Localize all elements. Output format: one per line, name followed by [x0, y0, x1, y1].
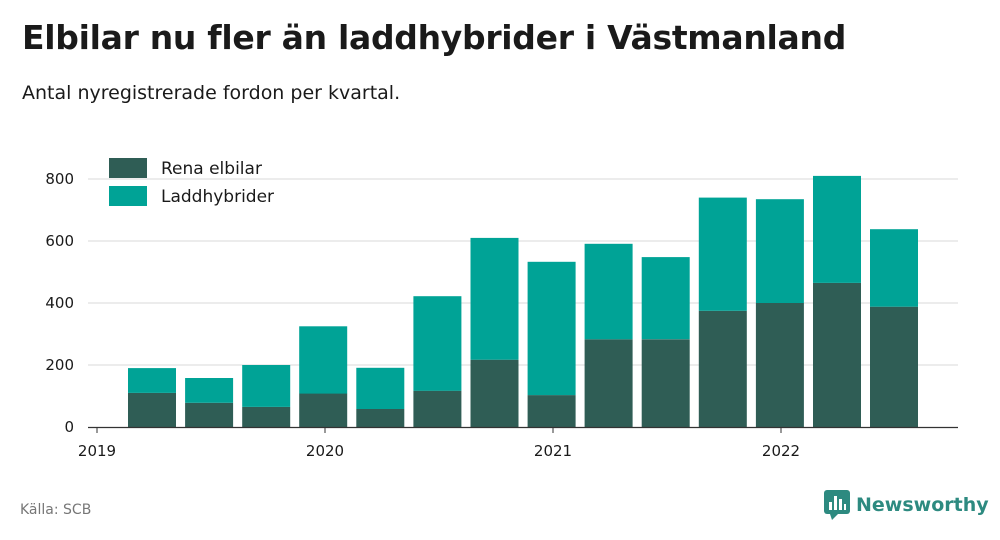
- bar-laddhybrider-2022-Q2: [813, 175, 861, 283]
- bar-rena-elbilar-2019-Q2: [128, 392, 176, 427]
- legend-swatch: [109, 186, 147, 206]
- bar-rena-elbilar-2022-Q2: [813, 282, 861, 427]
- bar-rena-elbilar-2021-Q1: [527, 395, 576, 427]
- bar-laddhybrider-2020-Q2: [356, 367, 405, 409]
- x-tick-label: 2020: [306, 442, 344, 460]
- y-tick-label: 0: [64, 418, 74, 436]
- bar-rena-elbilar-2021-Q2: [584, 339, 633, 427]
- bar-laddhybrider-2021-Q1: [527, 261, 576, 396]
- y-tick-label: 800: [45, 170, 74, 188]
- bars: [128, 175, 918, 428]
- brand-name: Newsworthy: [856, 494, 989, 516]
- source-note: Källa: SCB: [20, 502, 92, 518]
- axes: 0 200 400 600 800 2019 2020 2021 2022: [45, 170, 958, 460]
- legend-label: Laddhybrider: [161, 187, 274, 207]
- x-tick-label: 2021: [534, 442, 572, 460]
- bar-rena-elbilar-2022-Q1: [755, 303, 804, 427]
- bar-rena-elbilar-2022-Q3: [870, 306, 918, 427]
- x-tick-label: 2019: [78, 442, 116, 460]
- newsworthy-chart-icon: [824, 490, 850, 520]
- bar-laddhybrider-2020-Q1: [299, 326, 348, 394]
- legend-label: Rena elbilar: [161, 159, 262, 179]
- bar-rena-elbilar-2020-Q2: [356, 409, 405, 427]
- bar-rena-elbilar-2019-Q3: [185, 402, 234, 427]
- chart-title: Elbilar nu fler än laddhybrider i Västma…: [22, 18, 847, 57]
- bar-rena-elbilar-2021-Q4: [698, 310, 747, 428]
- bar-laddhybrider-2021-Q4: [698, 197, 747, 311]
- x-tick-label: 2022: [762, 442, 800, 460]
- bar-rena-elbilar-2020-Q3: [413, 390, 462, 427]
- bar-laddhybrider-2020-Q4: [470, 237, 519, 360]
- bar-laddhybrider-2019-Q4: [242, 365, 291, 407]
- y-tick-label: 400: [45, 294, 74, 312]
- bar-laddhybrider-2020-Q3: [413, 296, 462, 391]
- bar-laddhybrider-2019-Q2: [128, 368, 176, 393]
- y-tick-label: 600: [45, 232, 74, 250]
- legend-swatch: [109, 158, 147, 178]
- y-tick-label: 200: [45, 356, 74, 374]
- brand-logo: Newsworthy: [824, 490, 989, 520]
- legend: Rena elbilar Laddhybrider: [109, 158, 274, 207]
- bar-laddhybrider-2022-Q3: [870, 229, 918, 307]
- bar-rena-elbilar-2019-Q4: [242, 406, 291, 427]
- bar-rena-elbilar-2020-Q1: [299, 393, 348, 427]
- bar-rena-elbilar-2020-Q4: [470, 359, 519, 427]
- bar-laddhybrider-2021-Q3: [641, 257, 690, 340]
- chart-subtitle: Antal nyregistrerade fordon per kvartal.: [22, 82, 401, 104]
- bar-laddhybrider-2019-Q3: [185, 378, 234, 403]
- bar-laddhybrider-2022-Q1: [755, 199, 804, 303]
- bar-rena-elbilar-2021-Q3: [641, 339, 690, 427]
- bar-laddhybrider-2021-Q2: [584, 243, 633, 340]
